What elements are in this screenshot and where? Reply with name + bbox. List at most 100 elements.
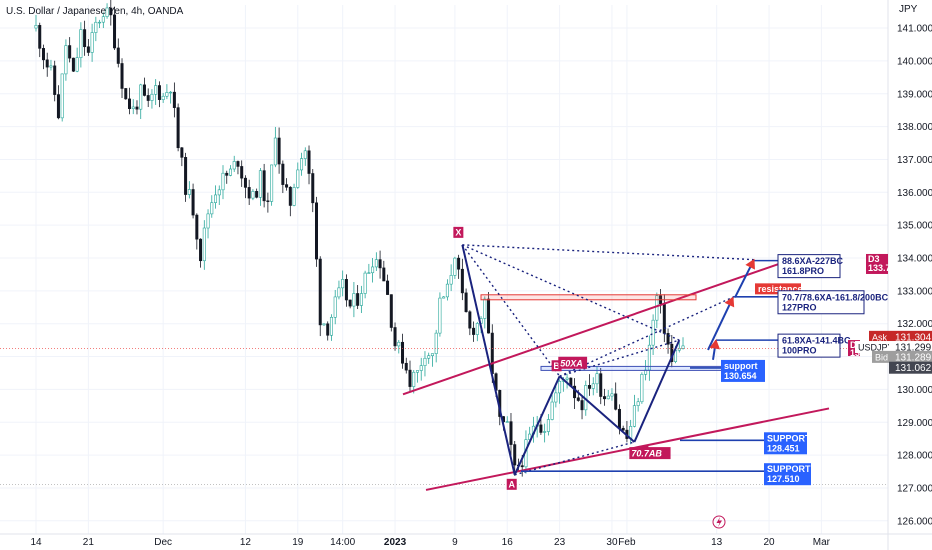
candle-body: [554, 392, 558, 403]
candle-body: [352, 293, 356, 307]
d-tag-letter: D: [850, 340, 857, 350]
candle-body: [176, 107, 180, 149]
candle-body: [128, 98, 132, 109]
candle-body: [378, 259, 382, 269]
target-label-box: [777, 254, 841, 279]
support-label-line2: 130.654: [724, 371, 757, 381]
candle-body: [487, 298, 491, 334]
candle-body: [408, 369, 412, 387]
candle-body: [621, 427, 625, 431]
pattern-point-box: [453, 226, 464, 238]
candle-body: [617, 408, 621, 429]
ratio-label-box: [558, 356, 588, 369]
time-tick-label: 21: [83, 537, 95, 548]
candle-body: [464, 292, 468, 313]
price-tick-label: 129.000: [897, 418, 932, 429]
candle-body: [546, 419, 550, 432]
candle-body: [632, 405, 636, 427]
pattern-leg-cd: [633, 339, 681, 443]
candle-body: [300, 158, 304, 171]
candle-body: [371, 266, 375, 274]
target-arrow-head: [709, 339, 721, 350]
candle-body: [307, 150, 311, 174]
candle-body: [214, 194, 218, 203]
candle-body: [374, 259, 378, 268]
candle-body: [419, 365, 423, 371]
time-tick-label: Mar: [813, 537, 831, 548]
candle-body: [591, 383, 595, 389]
candle-body: [258, 170, 262, 198]
symbol-tag-value: 131.299: [895, 343, 932, 354]
time-tick-label: 30: [606, 537, 618, 548]
candle-body: [105, 7, 109, 17]
d3-tag-bg: [866, 253, 888, 274]
candle-body: [415, 370, 419, 373]
pattern-point-box: [551, 360, 562, 372]
candle-body: [453, 257, 457, 276]
candle-body: [172, 91, 176, 108]
resistance-label: resistance: [758, 284, 803, 294]
pattern-leg-xa: [461, 244, 516, 476]
price-tick-label: 130.000: [897, 385, 932, 396]
time-axis[interactable]: 14 21 Dec 12 19 14:00 2023 9 16 23 30 Feb 13 20 Mar: [30, 537, 830, 548]
candle-body: [382, 267, 386, 282]
price-axis[interactable]: 126.000 127.000 128.000 129.000 130.000 131.0…: [848, 24, 932, 528]
support-label-line1: support: [724, 361, 758, 371]
candle-body: [677, 348, 681, 351]
candle-body: [363, 272, 367, 294]
price-tick-label: 135.000: [897, 221, 932, 232]
candle-body: [281, 163, 285, 185]
price-tick-label: 141.000: [897, 24, 932, 35]
candle-body: [318, 258, 322, 326]
last-price-tag-value-bg: [889, 361, 932, 374]
candle-body: [116, 47, 120, 64]
candle-body: [154, 85, 158, 95]
candle-body: [34, 25, 38, 29]
candles: [34, 0, 685, 477]
ask-tag-label: Ask: [872, 332, 888, 342]
candle-body: [397, 341, 401, 347]
candle-body: [681, 345, 685, 349]
candle-body: [120, 63, 124, 89]
candle-body: [359, 293, 363, 306]
candle-body: [41, 48, 45, 61]
candle-body: [640, 374, 644, 403]
support-label-box: [721, 359, 765, 382]
time-tick-label: 14:00: [330, 537, 355, 548]
symbol-tag-value-bg: [889, 341, 932, 354]
candle-body: [270, 164, 274, 202]
resistance-zone: [480, 294, 697, 301]
pattern-dotted-line: [559, 295, 737, 377]
candle-body: [326, 323, 330, 336]
candle-body: [427, 355, 431, 359]
candle-body: [509, 421, 513, 445]
candle-body: [472, 327, 476, 335]
candle-body: [266, 200, 270, 202]
candle-body: [109, 7, 113, 16]
candle-body: [94, 21, 98, 33]
candle-body: [580, 400, 584, 411]
candle-body: [445, 283, 449, 298]
candle-body: [124, 88, 128, 100]
candle-body: [161, 95, 165, 100]
target-label-box: [777, 333, 841, 358]
candle-body: [83, 29, 87, 48]
ratio-label: 70.7AB: [631, 449, 662, 459]
candle-body: [131, 106, 135, 109]
time-tick-label: 16: [502, 537, 514, 548]
time-tick-label: 20: [763, 537, 775, 548]
candle-body: [71, 57, 75, 72]
candle-body: [434, 332, 438, 354]
bid-tag-label-bg: [872, 350, 889, 363]
candle-body: [273, 137, 277, 166]
alert-icon[interactable]: [712, 515, 726, 529]
candle-body: [333, 296, 337, 318]
candle-body: [543, 431, 547, 433]
time-tick-label: 13: [711, 537, 723, 548]
candle-body: [344, 279, 348, 301]
candle-body: [217, 189, 221, 196]
price-tick-label: 139.000: [897, 89, 932, 100]
